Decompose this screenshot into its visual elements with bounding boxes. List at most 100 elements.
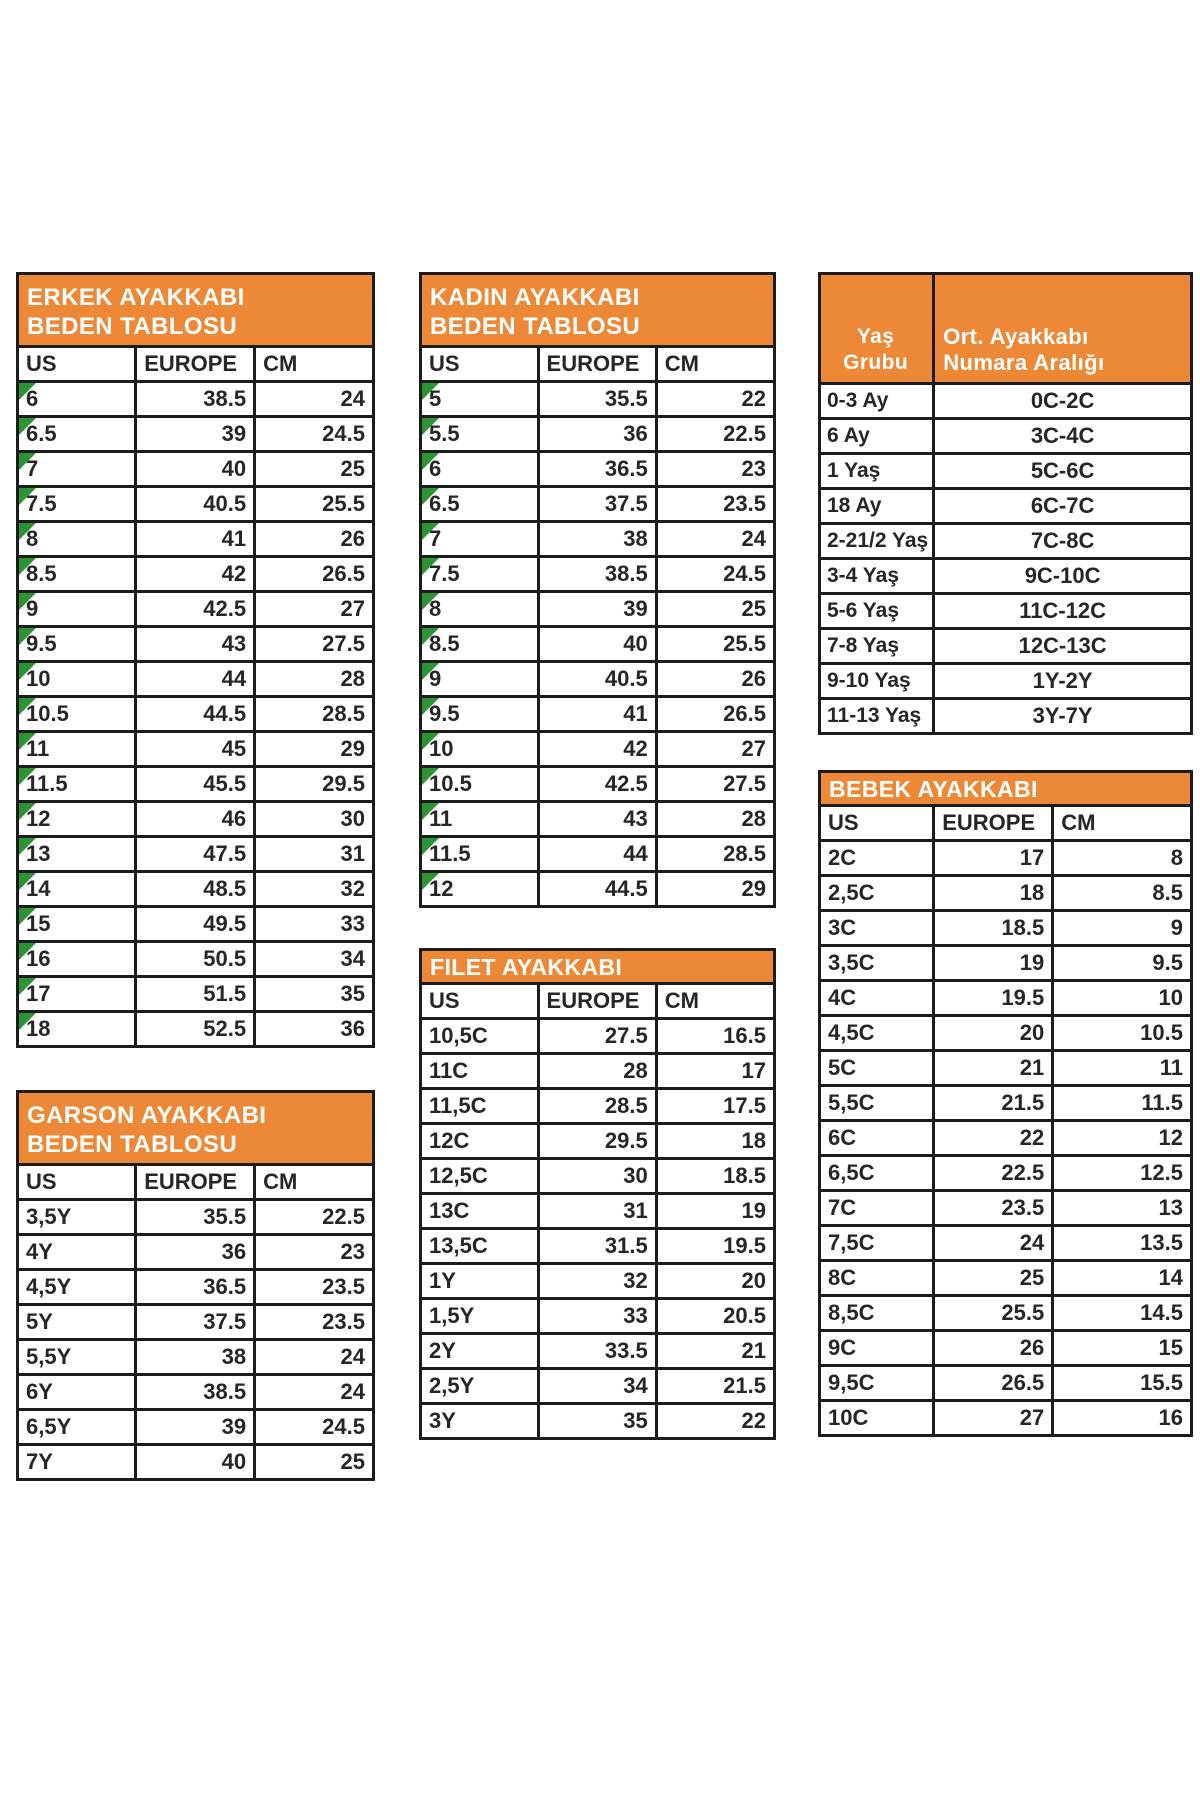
table-cell: 23.5: [253, 1303, 375, 1341]
table-cell: 39: [134, 1408, 257, 1446]
table-row: 10,5C 27.5 16.5: [419, 1017, 777, 1055]
excel-flag-triangle-icon: [423, 699, 439, 715]
table-cell: 24.5: [654, 555, 777, 593]
table-cell: 18 Ay: [817, 487, 936, 525]
table-cell: 12,5C: [419, 1157, 540, 1195]
table-cell: 6,5C: [817, 1154, 936, 1192]
table-cell: 36.5: [536, 450, 658, 488]
table-cell: 44: [536, 835, 658, 873]
table-cell: 3C: [817, 909, 936, 947]
table-cell: 19.5: [654, 1227, 777, 1265]
table-cell: 40.5: [134, 485, 257, 523]
table-cell: 18: [15, 1010, 138, 1048]
table-row: 8.5 42 26.5: [15, 555, 375, 593]
table-cell: 18.5: [654, 1157, 777, 1195]
table-row: 13,5C 31.5 19.5: [419, 1227, 777, 1265]
table-cell: 46: [134, 800, 257, 838]
kadin-table-title: KADIN AYAKKABI BEDEN TABLOSU: [419, 272, 776, 348]
table-cell: 36: [536, 415, 658, 453]
yas-header-row: Yaş Grubu Ort. Ayakkabı Numara Aralığı: [817, 272, 1193, 385]
table-cell: 3,5Y: [15, 1198, 138, 1236]
table-cell: 26.5: [932, 1364, 1055, 1402]
table-cell: 28.5: [654, 835, 777, 873]
table-cell: 17: [15, 975, 138, 1013]
table-cell: 5.5: [419, 415, 540, 453]
table-cell: 1Y: [419, 1262, 540, 1300]
table-cell: 18: [932, 874, 1055, 912]
garson-title-row: GARSON AYAKKABI BEDEN TABLOSU: [16, 1090, 375, 1166]
table-cell: 2C: [817, 839, 936, 877]
excel-flag-triangle-icon: [20, 454, 36, 470]
table-cell: 8: [1051, 839, 1193, 877]
table-row: 4,5C 20 10.5: [817, 1014, 1193, 1052]
table-cell: 21.5: [932, 1084, 1055, 1122]
table-cell: 22.5: [932, 1154, 1055, 1192]
column-header-row: US EUROPE CM: [817, 804, 1193, 842]
table-cell: 16: [15, 940, 138, 978]
table-cell: 23.5: [932, 1189, 1055, 1227]
table-cell: 1,5Y: [419, 1297, 540, 1335]
table-cell: 7: [419, 520, 540, 558]
table-cell: 40: [134, 450, 257, 488]
table-cell: 38: [134, 1338, 257, 1376]
table-cell: 21: [654, 1332, 777, 1370]
table-row: 9 42.5 27: [15, 590, 375, 628]
table-cell: 10: [1051, 979, 1193, 1017]
table-cell: 13,5C: [419, 1227, 540, 1265]
table-cell: 0-3 Ay: [817, 382, 936, 420]
table-cell: 9.5: [15, 625, 138, 663]
table-cell: 51.5: [134, 975, 257, 1013]
table-cell: 20: [932, 1014, 1055, 1052]
filet-size-table: FILET AYAKKABI US EUROPE CM 10,5C 27.5 16.…: [419, 948, 777, 1440]
excel-flag-triangle-icon: [423, 734, 439, 750]
table-row: 4C 19.5 10: [817, 979, 1193, 1017]
table-row: 7-8 Yaş 12C-13C: [817, 627, 1193, 665]
title-line: ERKEK AYAKKABI: [27, 284, 245, 311]
table-row: 2C 17 8: [817, 839, 1193, 877]
table-cell: 40.5: [536, 660, 658, 698]
table-cell: 28.5: [253, 695, 375, 733]
numara-araligi-column-header: Ort. Ayakkabı Numara Aralığı: [932, 272, 1193, 385]
table-cell: 3-4 Yaş: [817, 557, 936, 595]
kadin-size-table: KADIN AYAKKABI BEDEN TABLOSU US EUROPE C…: [419, 272, 777, 908]
table-cell: 29: [654, 870, 777, 908]
table-row: 6,5C 22.5 12.5: [817, 1154, 1193, 1192]
table-cell: 40: [134, 1443, 257, 1481]
table-row: 12,5C 30 18.5: [419, 1157, 777, 1195]
table-cell: 29.5: [536, 1122, 658, 1160]
table-row: 3,5C 19 9.5: [817, 944, 1193, 982]
table-cell: 29.5: [253, 765, 375, 803]
table-cell: 38.5: [134, 380, 257, 418]
table-row: 11 45 29: [15, 730, 375, 768]
table-cell: 0C-2C: [932, 382, 1193, 420]
table-cell: 11: [15, 730, 138, 768]
table-row: 5,5Y 38 24: [15, 1338, 375, 1376]
table-row: 13 47.5 31: [15, 835, 375, 873]
table-cell: 6,5Y: [15, 1408, 138, 1446]
table-cell: 24: [932, 1224, 1055, 1262]
table-row: 7 38 24: [419, 520, 777, 558]
table-row: 4Y 36 23: [15, 1233, 375, 1271]
table-cell: 22.5: [654, 415, 777, 453]
table-cell: 9: [15, 590, 138, 628]
excel-flag-triangle-icon: [20, 734, 36, 750]
table-row: 7 40 25: [15, 450, 375, 488]
table-cell: 17: [654, 1052, 777, 1090]
table-row: 1Y 32 20: [419, 1262, 777, 1300]
us-column-header: US: [15, 1163, 138, 1201]
table-cell: 33: [253, 905, 375, 943]
excel-flag-triangle-icon: [20, 839, 36, 855]
table-cell: 24: [253, 380, 375, 418]
table-cell: 9-10 Yaş: [817, 662, 936, 700]
table-cell: 39: [134, 415, 257, 453]
table-cell: 23.5: [253, 1268, 375, 1306]
table-cell: 5-6 Yaş: [817, 592, 936, 630]
table-row: 0-3 Ay 0C-2C: [817, 382, 1193, 420]
table-cell: 41: [134, 520, 257, 558]
table-cell: 1Y-2Y: [932, 662, 1193, 700]
table-cell: 10: [419, 730, 540, 768]
table-row: 18 Ay 6C-7C: [817, 487, 1193, 525]
excel-flag-triangle-icon: [20, 769, 36, 785]
table-row: 7Y 40 25: [15, 1443, 375, 1481]
table-row: 6,5Y 39 24.5: [15, 1408, 375, 1446]
